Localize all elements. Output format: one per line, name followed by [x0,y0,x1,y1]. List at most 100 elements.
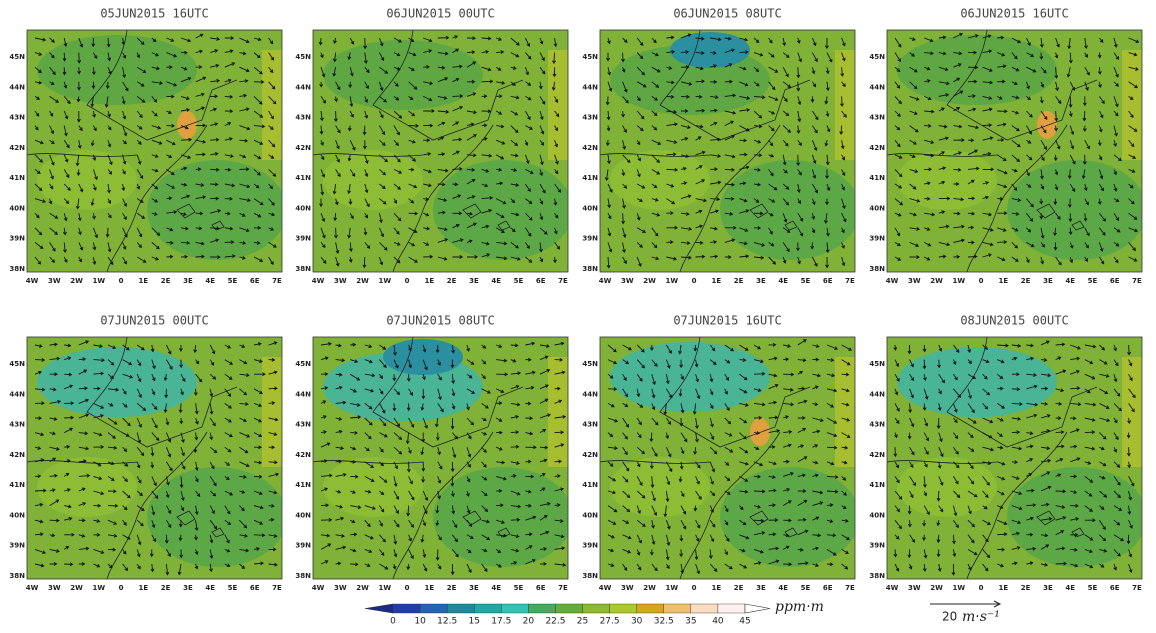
colorbar-label: 15 [469,617,480,627]
panel-title: 07JUN2015 00UTC [100,314,208,328]
lon-tick-label: 3E [756,584,766,592]
lon-tick-label: 4E [491,584,501,592]
lat-tick-label: 38N [295,572,311,580]
lat-tick-label: 43N [869,114,885,122]
colorbar-box [582,603,610,614]
lon-tick-label: 2E [1021,277,1031,285]
lon-tick-label: 1W [93,277,106,285]
lon-tick-label: 5E [801,584,811,592]
lon-tick-label: 6E [250,584,260,592]
lon-tick-label: 2E [447,584,457,592]
lat-tick-label: 45N [869,53,885,61]
lon-tick-label: 0 [692,277,697,285]
map-panel: 06JUN2015 00UTC 4W 3W 2W 1W 0 1E 2E 3E 4E 5E 6E 7E 38… [295,7,569,285]
lon-tick-label: 4E [1065,277,1075,285]
map-panel: 05JUN2015 16UTC 4W 3W 2W 1W 0 1E 2E 3E 4E 5E 6E 7E 38… [9,7,283,285]
lon-tick-label: 4E [205,277,215,285]
lat-tick-label: 38N [9,572,25,580]
lon-tick-label: 6E [1110,277,1120,285]
lon-tick-label: 3E [183,584,193,592]
lat-tick-label: 43N [869,421,885,429]
lon-tick-label: 2W [930,584,943,592]
field-blob [610,457,710,517]
lon-tick-label: 6E [1110,584,1120,592]
lat-tick-label: 45N [582,360,598,368]
lat-tick-label: 40N [582,204,598,212]
coastline [27,30,238,272]
field-blob [1007,160,1142,260]
lon-tick-label: 3E [469,584,479,592]
lon-tick-label: 0 [979,584,984,592]
lon-tick-label: 4W [26,277,39,285]
lon-tick-label: 4E [778,584,788,592]
lon-tick-label: 0 [119,277,124,285]
lat-tick-label: 41N [869,174,885,182]
colorbar-label: 10 [414,617,426,627]
lon-tick-label: 1W [953,277,966,285]
lon-tick-label: 1E [425,584,435,592]
lon-tick-label: 1E [425,277,435,285]
lon-tick-label: 3W [621,584,634,592]
lon-tick-label: 6E [250,277,260,285]
lon-tick-label: 4E [491,277,501,285]
map-panel: 07JUN2015 16UTC 4W 3W 2W 1W 0 1E 2E 3E 4E 5E 6E 7E 38… [582,314,856,592]
colorbar-label: 45 [739,617,750,627]
colorbar-extend-low [364,603,394,614]
wind-vectors [893,340,1136,576]
lat-tick-label: 40N [869,511,885,519]
lon-tick-label: 2E [447,277,457,285]
colorbar-box [555,603,583,614]
map-field [887,337,1142,579]
map-panel: 08JUN2015 00UTC 4W 3W 2W 1W 0 1E 2E 3E 4E 5E 6E 7E 38… [869,314,1143,592]
lat-tick-label: 39N [9,542,25,550]
lat-tick-label: 38N [9,265,25,273]
lat-tick-label: 40N [295,511,311,519]
reference-unit: m·s⁻¹ [962,609,1000,625]
field-blob [433,467,568,567]
wind-vectors [34,340,280,576]
panel-frame [312,29,569,273]
panel-title: 06JUN2015 16UTC [960,7,1068,21]
lat-tick-label: 44N [869,390,885,398]
lon-tick-label: 1W [93,584,106,592]
lat-tick-label: 45N [295,53,311,61]
lon-tick-label: 5E [228,584,238,592]
panel-title: 07JUN2015 08UTC [386,314,494,328]
lat-tick-label: 42N [295,451,311,459]
field-blob [548,50,568,160]
panel-title: 05JUN2015 16UTC [100,7,208,21]
colorbar-box [446,603,475,614]
colorbar-label: 27.5 [600,617,620,627]
lon-tick-label: 3W [334,277,347,285]
lon-tick-label: 5E [801,277,811,285]
field-blob [37,347,197,417]
field-blob [720,160,855,260]
lat-tick-label: 41N [582,481,598,489]
map-field [600,30,855,272]
field-blob [610,342,770,412]
lon-tick-label: 2E [161,584,171,592]
lat-tick-label: 44N [295,390,311,398]
wind-vectors [34,33,277,266]
colorbar-box [636,603,664,614]
field-blob [147,160,282,260]
field-blob [720,467,855,567]
map-field [887,30,1142,272]
map-field [27,337,282,579]
lon-tick-label: 3E [1043,277,1053,285]
reference-value: 20 [942,610,957,624]
coastline [313,337,524,579]
lat-tick-label: 43N [9,114,25,122]
field-blob [897,347,1057,417]
panel-title: 06JUN2015 08UTC [673,7,781,21]
lon-tick-label: 1E [999,584,1009,592]
lon-tick-label: 3W [908,277,921,285]
colorbar-box [690,603,719,614]
lat-tick-label: 41N [295,174,311,182]
field-blob [835,50,855,160]
lat-tick-label: 38N [582,265,598,273]
colorbar-box [528,603,556,614]
colorbar-label: 12.5 [437,617,457,627]
lon-tick-label: 3E [1043,584,1053,592]
lon-tick-label: 7E [1132,277,1142,285]
